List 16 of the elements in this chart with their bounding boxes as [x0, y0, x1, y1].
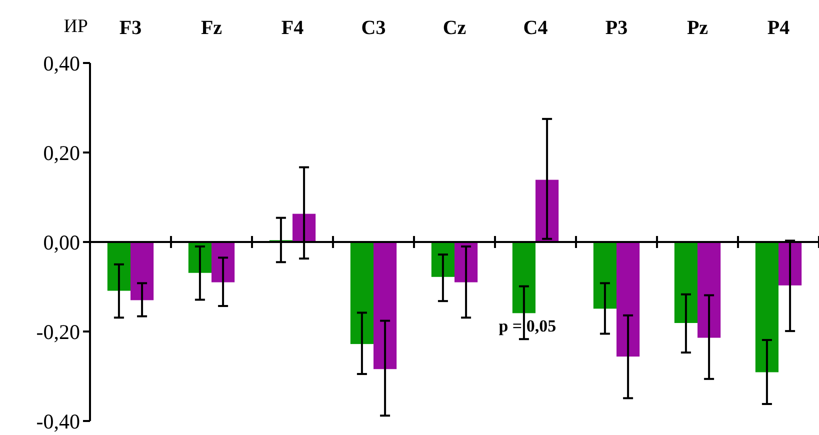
y-tick-label: 0,00: [43, 230, 80, 254]
x-tick-label: P4: [767, 17, 790, 39]
y-tick-label: -0,20: [36, 320, 80, 344]
annotation: p = 0,05: [498, 316, 556, 336]
x-tick-label: F3: [119, 17, 142, 39]
y-tick-label: -0,40: [36, 409, 80, 434]
x-tick-label: C4: [523, 17, 548, 39]
y-tick-label: 0,20: [43, 140, 80, 165]
x-tick-label: P3: [605, 17, 628, 39]
x-tick-label: Pz: [686, 17, 708, 39]
y-tick-label: 0,40: [43, 51, 80, 76]
x-tick-label: F4: [281, 17, 304, 39]
x-tick-label: C3: [361, 17, 386, 39]
y-axis-title: ИР: [64, 16, 88, 37]
x-tick-label: Cz: [442, 17, 466, 39]
x-tick-label: Fz: [200, 17, 222, 39]
